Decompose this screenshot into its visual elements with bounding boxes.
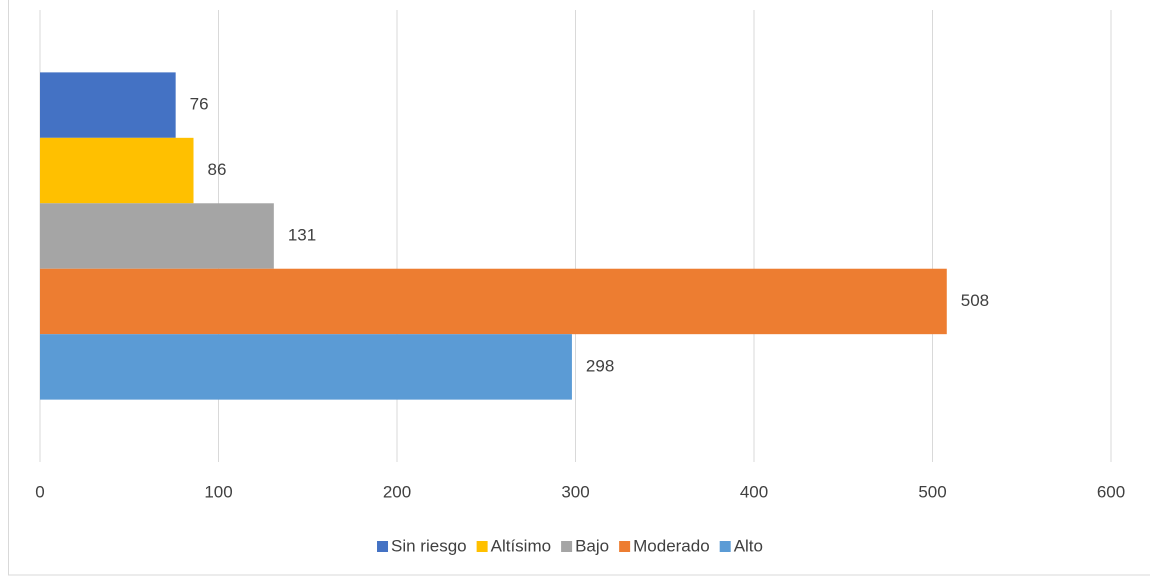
legend-label: Altísimo <box>491 536 551 555</box>
data-label: 508 <box>961 291 989 310</box>
data-label: 131 <box>288 225 316 244</box>
data-label: 298 <box>586 356 614 375</box>
bar <box>40 203 274 269</box>
x-tick-label: 400 <box>740 482 768 501</box>
x-tick-label: 600 <box>1097 482 1125 501</box>
chart-frame <box>8 0 1150 576</box>
legend-label: Bajo <box>575 536 609 555</box>
legend-swatch <box>719 541 731 552</box>
data-label: 86 <box>208 160 227 179</box>
legend-label: Alto <box>734 536 763 555</box>
legend-label: Sin riesgo <box>391 536 467 555</box>
x-tick-label: 100 <box>204 482 232 501</box>
x-tick-label: 0 <box>35 482 44 501</box>
bar <box>40 72 176 138</box>
legend-swatch <box>561 541 573 552</box>
x-tick-label: 200 <box>383 482 411 501</box>
bar <box>40 137 194 204</box>
legend-swatch <box>619 541 631 552</box>
data-label: 76 <box>190 95 209 114</box>
legend-label: Moderado <box>633 536 710 555</box>
legend-swatch <box>377 541 389 552</box>
bar <box>40 334 572 400</box>
x-tick-label: 300 <box>561 482 589 501</box>
bar <box>40 268 947 335</box>
legend-swatch <box>476 541 488 552</box>
x-tick-label: 500 <box>918 482 946 501</box>
